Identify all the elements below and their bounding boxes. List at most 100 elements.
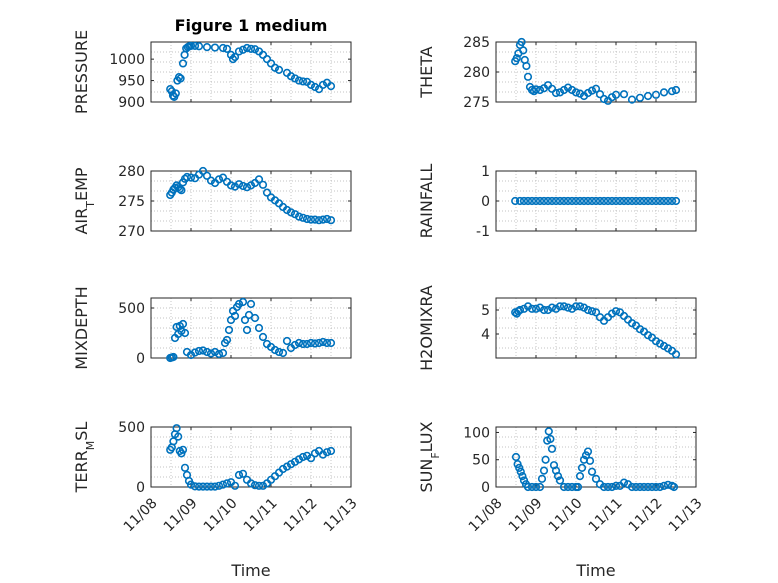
data-point <box>587 307 597 316</box>
y-tick-label: 1000 <box>109 52 145 68</box>
data-point <box>559 196 569 206</box>
data-point <box>611 481 621 491</box>
data-point <box>218 43 228 53</box>
data-point <box>543 196 553 206</box>
data-point <box>595 196 605 206</box>
data-point <box>218 480 228 489</box>
data-point <box>274 347 284 357</box>
series-theta <box>511 37 681 105</box>
data-point <box>667 196 677 206</box>
data-point <box>222 479 232 488</box>
data-point <box>627 482 637 492</box>
data-point <box>643 482 653 492</box>
data-point <box>663 344 673 353</box>
data-point <box>512 54 521 63</box>
data-point <box>322 214 332 224</box>
data-point <box>306 338 316 348</box>
data-point <box>302 339 312 349</box>
data-point <box>603 482 613 492</box>
data-point <box>246 479 256 488</box>
data-point <box>667 87 677 96</box>
data-point <box>242 183 252 192</box>
data-point <box>555 88 565 97</box>
data-point <box>659 196 669 206</box>
data-point <box>544 427 553 436</box>
data-point <box>639 196 649 206</box>
data-point <box>631 196 641 206</box>
data-point <box>647 482 657 492</box>
data-point <box>535 196 545 206</box>
y-tick-label: 0 <box>136 351 145 367</box>
data-point <box>516 467 525 476</box>
data-point <box>541 455 550 464</box>
subplot-air_temp: 270 275 280 AIRTEMP <box>72 164 352 240</box>
data-point <box>254 481 264 490</box>
series-sun_flux <box>511 427 679 492</box>
subplot-theta: 275 280 285 THETA <box>417 35 697 111</box>
data-point <box>224 325 234 335</box>
data-point <box>671 196 681 206</box>
data-point <box>539 196 549 206</box>
data-point <box>230 52 240 62</box>
y-axis-label: AIRTEMP <box>72 167 97 234</box>
data-point <box>174 73 184 82</box>
y-tick-label: 950 <box>118 74 145 90</box>
data-point <box>238 181 248 191</box>
data-point <box>258 332 268 342</box>
data-point <box>671 85 681 95</box>
data-point <box>651 90 661 99</box>
data-point <box>599 94 609 104</box>
data-point <box>511 196 520 206</box>
data-point <box>587 467 597 476</box>
data-point <box>202 171 212 180</box>
data-point <box>314 216 324 225</box>
data-point <box>310 215 320 224</box>
data-point <box>583 447 593 456</box>
data-point <box>571 196 581 206</box>
y-axis-label: PRESSURE <box>72 30 91 114</box>
data-point <box>535 85 545 95</box>
data-point <box>577 463 587 473</box>
data-point <box>318 215 328 224</box>
data-point <box>603 196 613 206</box>
data-point <box>531 196 541 206</box>
data-point <box>659 341 669 351</box>
data-point <box>619 90 629 99</box>
y-tick-label: 100 <box>463 425 490 441</box>
data-point <box>631 482 641 492</box>
data-point <box>518 471 527 481</box>
y-tick-label: 280 <box>463 65 490 81</box>
data-point <box>515 463 524 473</box>
data-point <box>250 45 260 54</box>
y-axis-label: H2OMIXRA <box>417 285 436 371</box>
data-point <box>222 44 232 53</box>
data-point <box>555 196 565 206</box>
data-point <box>579 303 589 312</box>
data-point <box>306 454 316 463</box>
series-rainfall <box>511 196 681 206</box>
data-point <box>282 205 292 215</box>
data-point <box>306 80 316 89</box>
data-point <box>246 181 256 190</box>
figure-title: Figure 1 medium <box>175 16 328 35</box>
data-point <box>611 196 621 206</box>
data-point <box>250 313 260 323</box>
data-point <box>547 84 557 93</box>
data-point <box>326 82 336 91</box>
y-tick-label: 270 <box>118 224 145 240</box>
data-point <box>511 452 521 462</box>
data-point <box>547 444 557 453</box>
data-point <box>238 45 248 54</box>
y-tick-label: 275 <box>118 194 145 210</box>
data-point <box>579 196 589 206</box>
subplot-mixdepth: 0 500 MIXDEPTH <box>72 286 352 370</box>
data-point <box>515 196 525 206</box>
data-point <box>230 481 240 490</box>
data-point <box>523 302 533 311</box>
data-point <box>250 481 260 490</box>
y-tick-label: 0 <box>481 480 490 496</box>
data-point <box>172 424 181 433</box>
data-point <box>306 215 316 224</box>
data-point <box>651 196 661 206</box>
data-point <box>258 180 268 189</box>
